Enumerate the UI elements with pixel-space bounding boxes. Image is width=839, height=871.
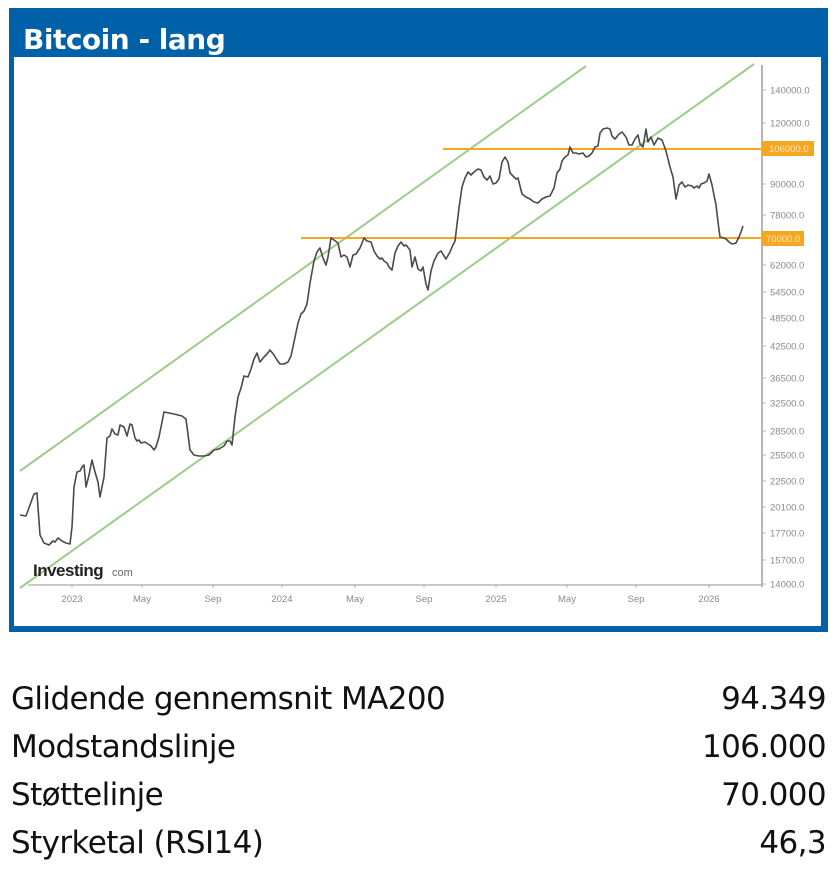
svg-text:2023: 2023 [61,594,82,605]
chart-panel: Bitcoin - lang 140000.0 120000.0 90000.0 78… [9,8,828,632]
svg-text:32500.0: 32500.0 [770,399,804,410]
svg-text:2024: 2024 [271,594,292,605]
stat-row-ma200: Glidende gennemsnit MA200 94.349 [11,675,827,723]
investing-watermark: Investing com [33,561,133,580]
stat-value: 46,3 [759,825,826,861]
stat-label: Modstandslinje [11,729,236,765]
plot-area: 140000.0 120000.0 90000.0 78000.0 62000.0 545… [14,57,821,626]
svg-text:42500.0: 42500.0 [770,342,804,353]
svg-text:36500.0: 36500.0 [770,374,804,385]
price-chart: 140000.0 120000.0 90000.0 78000.0 62000.0 545… [19,63,814,605]
svg-text:78000.0: 78000.0 [770,211,804,222]
svg-text:17700.0: 17700.0 [770,529,804,540]
stat-row-rsi: Styrketal (RSI14) 46,3 [11,819,827,867]
price-line [19,127,744,546]
stat-label: Styrketal (RSI14) [11,825,264,861]
svg-text:May: May [346,594,364,605]
svg-text:Investing: Investing [33,561,103,580]
svg-text:106000.0: 106000.0 [769,144,809,155]
indicator-table: Glidende gennemsnit MA200 94.349 Modstan… [11,675,827,867]
svg-text:May: May [558,594,576,605]
svg-text:28500.0: 28500.0 [770,427,804,438]
svg-text:90000.0: 90000.0 [770,180,804,191]
svg-text:com: com [112,567,133,579]
svg-text:14000.0: 14000.0 [770,580,804,591]
svg-text:2026: 2026 [698,594,719,605]
stat-label: Støttelinje [11,777,164,813]
channel-lower-line [19,63,755,589]
svg-text:62000.0: 62000.0 [770,261,804,272]
stat-value: 94.349 [721,681,826,717]
stat-row-resistance: Modstandslinje 106.000 [11,723,827,771]
svg-text:25500.0: 25500.0 [770,451,804,462]
x-axis-ticks: 2023 May Sep 2024 May Sep 2025 May Sep 2026 [61,584,720,605]
svg-text:Sep: Sep [416,594,433,605]
channel-upper-line [19,65,587,472]
svg-text:70000.0: 70000.0 [766,234,800,245]
svg-text:20100.0: 20100.0 [770,503,804,514]
stat-value: 70.000 [721,777,826,813]
stat-label: Glidende gennemsnit MA200 [11,681,446,717]
resistance-label: 106000.0 [762,141,814,156]
svg-text:54500.0: 54500.0 [770,288,804,299]
svg-text:48500.0: 48500.0 [770,314,804,325]
svg-text:120000.0: 120000.0 [770,119,810,130]
svg-text:2025: 2025 [485,594,506,605]
stat-value: 106.000 [702,729,827,765]
svg-text:22500.0: 22500.0 [770,477,804,488]
svg-text:May: May [133,594,151,605]
y-axis-ticks: 140000.0 120000.0 90000.0 78000.0 62000.0 545… [762,86,810,591]
chart-title: Bitcoin - lang [23,23,226,56]
svg-text:140000.0: 140000.0 [770,86,810,97]
support-label: 70000.0 [762,231,804,246]
svg-text:Sep: Sep [205,594,222,605]
stat-row-support: Støttelinje 70.000 [11,771,827,819]
svg-text:Sep: Sep [628,594,645,605]
svg-text:15700.0: 15700.0 [770,556,804,567]
